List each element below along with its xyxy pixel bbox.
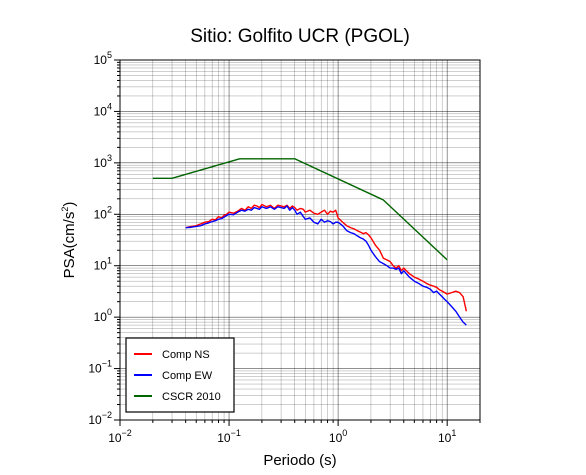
y-tick-exp: −2 bbox=[102, 410, 112, 420]
y-tick-label: 101 bbox=[94, 256, 112, 273]
y-tick-exp: 0 bbox=[107, 307, 112, 317]
y-tick-label: 103 bbox=[94, 153, 112, 170]
y-tick-base: 10 bbox=[94, 310, 108, 324]
x-tick-exp: 1 bbox=[451, 428, 456, 438]
y-tick-exp: 5 bbox=[107, 50, 112, 60]
x-axis-label: Periodo (s) bbox=[263, 452, 336, 469]
chart-title: Sitio: Golfito UCR (PGOL) bbox=[190, 26, 410, 47]
series-lines bbox=[152, 158, 468, 326]
y-tick-base: 10 bbox=[94, 104, 108, 118]
x-tick-base: 10 bbox=[108, 431, 122, 445]
x-tick-base: 10 bbox=[438, 431, 452, 445]
series-line-comp-ew bbox=[185, 205, 467, 326]
y-axis-label-end: ) bbox=[61, 202, 78, 207]
y-tick-label: 104 bbox=[94, 101, 112, 118]
y-tick-exp: 2 bbox=[107, 204, 112, 214]
x-tick-exp: −1 bbox=[231, 428, 241, 438]
y-tick-label: 10−1 bbox=[88, 359, 112, 376]
y-tick-base: 10 bbox=[94, 207, 108, 221]
x-tick-label: 100 bbox=[329, 428, 347, 445]
x-tick-exp: 0 bbox=[342, 428, 347, 438]
grid bbox=[119, 59, 481, 421]
y-tick-label: 105 bbox=[94, 50, 112, 67]
y-tick-base: 10 bbox=[94, 53, 108, 67]
y-tick-label: 10−2 bbox=[88, 410, 112, 427]
y-tick-exp: 1 bbox=[107, 256, 112, 266]
y-tick-base: 10 bbox=[94, 259, 108, 273]
y-tick-base: 10 bbox=[94, 156, 108, 170]
y-axis-label-base: PSA(cm/s bbox=[61, 212, 78, 279]
legend: Comp NS Comp EW CSCR 2010 bbox=[125, 337, 235, 413]
y-axis-label: PSA(cm/s2) bbox=[60, 202, 78, 279]
y-tick-exp: 4 bbox=[107, 101, 112, 111]
x-tick-exp: −2 bbox=[122, 428, 132, 438]
legend-label-cscr-2010: CSCR 2010 bbox=[162, 391, 221, 403]
x-tick-base: 10 bbox=[329, 431, 343, 445]
legend-label-comp-ew: Comp EW bbox=[162, 370, 213, 382]
y-tick-exp: −1 bbox=[102, 359, 112, 369]
series-line-cscr-2010 bbox=[152, 158, 448, 261]
x-tick-base: 10 bbox=[217, 431, 231, 445]
plot-frame bbox=[119, 59, 481, 421]
y-tick-base: 10 bbox=[88, 362, 102, 376]
y-tick-exp: 3 bbox=[107, 153, 112, 163]
y-tick-label: 100 bbox=[94, 307, 112, 324]
series-line-comp-ns bbox=[185, 203, 468, 312]
legend-label-comp-ns: Comp NS bbox=[162, 349, 210, 361]
y-tick-label: 102 bbox=[94, 204, 112, 221]
x-tick-label: 101 bbox=[438, 428, 456, 445]
y-axis-label-sup: 2 bbox=[60, 207, 70, 212]
x-tick-label: 10−2 bbox=[108, 428, 132, 445]
y-tick-base: 10 bbox=[88, 413, 102, 427]
x-tick-label: 10−1 bbox=[217, 428, 241, 445]
